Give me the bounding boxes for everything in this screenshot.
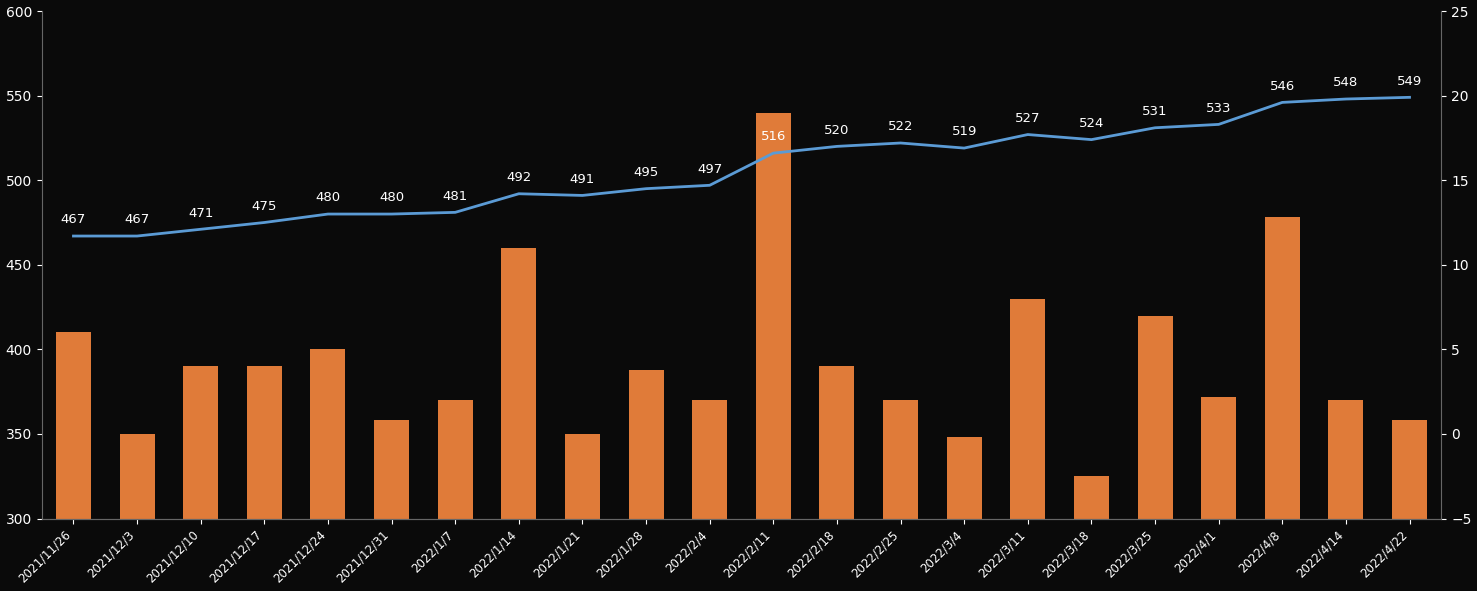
Text: 548: 548 [1334, 76, 1359, 89]
Bar [883, 400, 919, 591]
Text: 549: 549 [1397, 74, 1422, 87]
Bar [374, 420, 409, 591]
Bar [501, 248, 536, 591]
Bar [693, 400, 727, 591]
Bar [183, 366, 219, 591]
Text: 467: 467 [124, 213, 149, 226]
Bar [247, 366, 282, 591]
Bar [1391, 420, 1427, 591]
Bar [947, 437, 982, 591]
Text: 497: 497 [697, 163, 722, 176]
Bar [437, 400, 473, 591]
Text: 524: 524 [1078, 117, 1105, 130]
Text: 533: 533 [1205, 102, 1232, 115]
Bar [820, 366, 854, 591]
Bar [1074, 476, 1109, 591]
Bar [1137, 316, 1173, 591]
Bar [56, 333, 92, 591]
Text: 546: 546 [1270, 80, 1295, 93]
Bar [1328, 400, 1363, 591]
Text: 531: 531 [1142, 105, 1168, 118]
Text: 516: 516 [761, 131, 786, 144]
Text: 520: 520 [824, 124, 849, 137]
Bar [1201, 397, 1236, 591]
Text: 519: 519 [951, 125, 976, 138]
Bar [120, 434, 155, 591]
Text: 527: 527 [1015, 112, 1041, 125]
Text: 480: 480 [316, 191, 341, 204]
Bar [1264, 217, 1300, 591]
Text: 495: 495 [634, 166, 659, 179]
Text: 475: 475 [251, 200, 278, 213]
Text: 522: 522 [888, 121, 913, 134]
Bar [310, 349, 346, 591]
Bar [629, 370, 663, 591]
Bar [756, 112, 790, 591]
Bar [1010, 298, 1046, 591]
Text: 492: 492 [507, 171, 532, 184]
Text: 491: 491 [570, 173, 595, 186]
Text: 471: 471 [188, 206, 213, 219]
Text: 480: 480 [380, 191, 405, 204]
Bar [564, 434, 600, 591]
Text: 467: 467 [61, 213, 86, 226]
Text: 481: 481 [443, 190, 468, 203]
